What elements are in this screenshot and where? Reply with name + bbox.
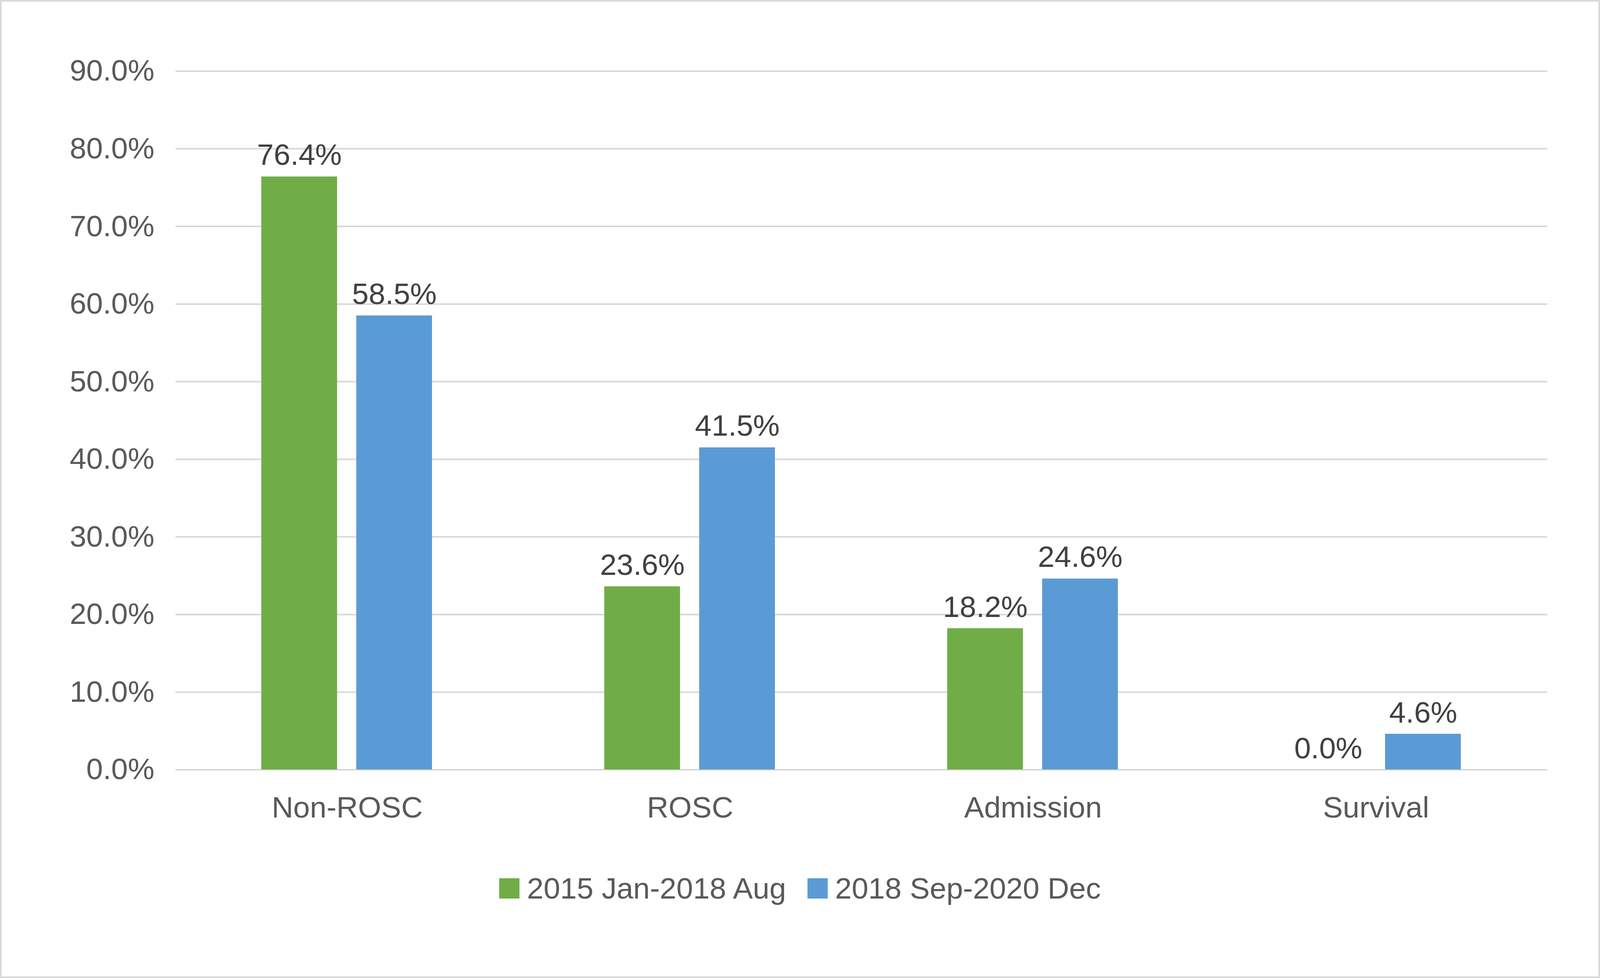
- svg-text:23.6%: 23.6%: [600, 547, 685, 582]
- svg-text:41.5%: 41.5%: [694, 408, 780, 443]
- svg-text:80.0%: 80.0%: [69, 131, 155, 165]
- svg-text:Non-ROSC: Non-ROSC: [271, 790, 423, 824]
- svg-text:60.0%: 60.0%: [69, 286, 155, 320]
- svg-text:20.0%: 20.0%: [69, 596, 155, 631]
- svg-text:Survival: Survival: [1322, 790, 1429, 824]
- svg-text:18.2%: 18.2%: [942, 589, 1028, 624]
- svg-text:30.0%: 30.0%: [69, 519, 155, 554]
- svg-text:50.0%: 50.0%: [69, 364, 155, 398]
- html-text:2015 Jan-2018 Aug: 2015 Jan-2018 Aug: [526, 871, 787, 906]
- svg-text:0.0%: 0.0%: [1294, 731, 1363, 765]
- svg-text:40.0%: 40.0%: [69, 441, 155, 476]
- svg-text:0.0%: 0.0%: [86, 752, 155, 786]
- svg-text:Admission: Admission: [964, 790, 1102, 824]
- svg-text:90.0%: 90.0%: [69, 53, 155, 87]
- svg-text:ROSC: ROSC: [646, 790, 734, 824]
- svg-text:4.6%: 4.6%: [1389, 695, 1458, 730]
- html-text:2018 Sep-2020 Dec: 2018 Sep-2020 Dec: [835, 871, 1101, 906]
- svg-text:76.4%: 76.4%: [257, 137, 342, 172]
- svg-text:24.6%: 24.6%: [1037, 539, 1123, 574]
- svg-text:70.0%: 70.0%: [69, 209, 155, 243]
- svg-text:10.0%: 10.0%: [69, 674, 155, 709]
- svg-text:58.5%: 58.5%: [352, 276, 437, 311]
